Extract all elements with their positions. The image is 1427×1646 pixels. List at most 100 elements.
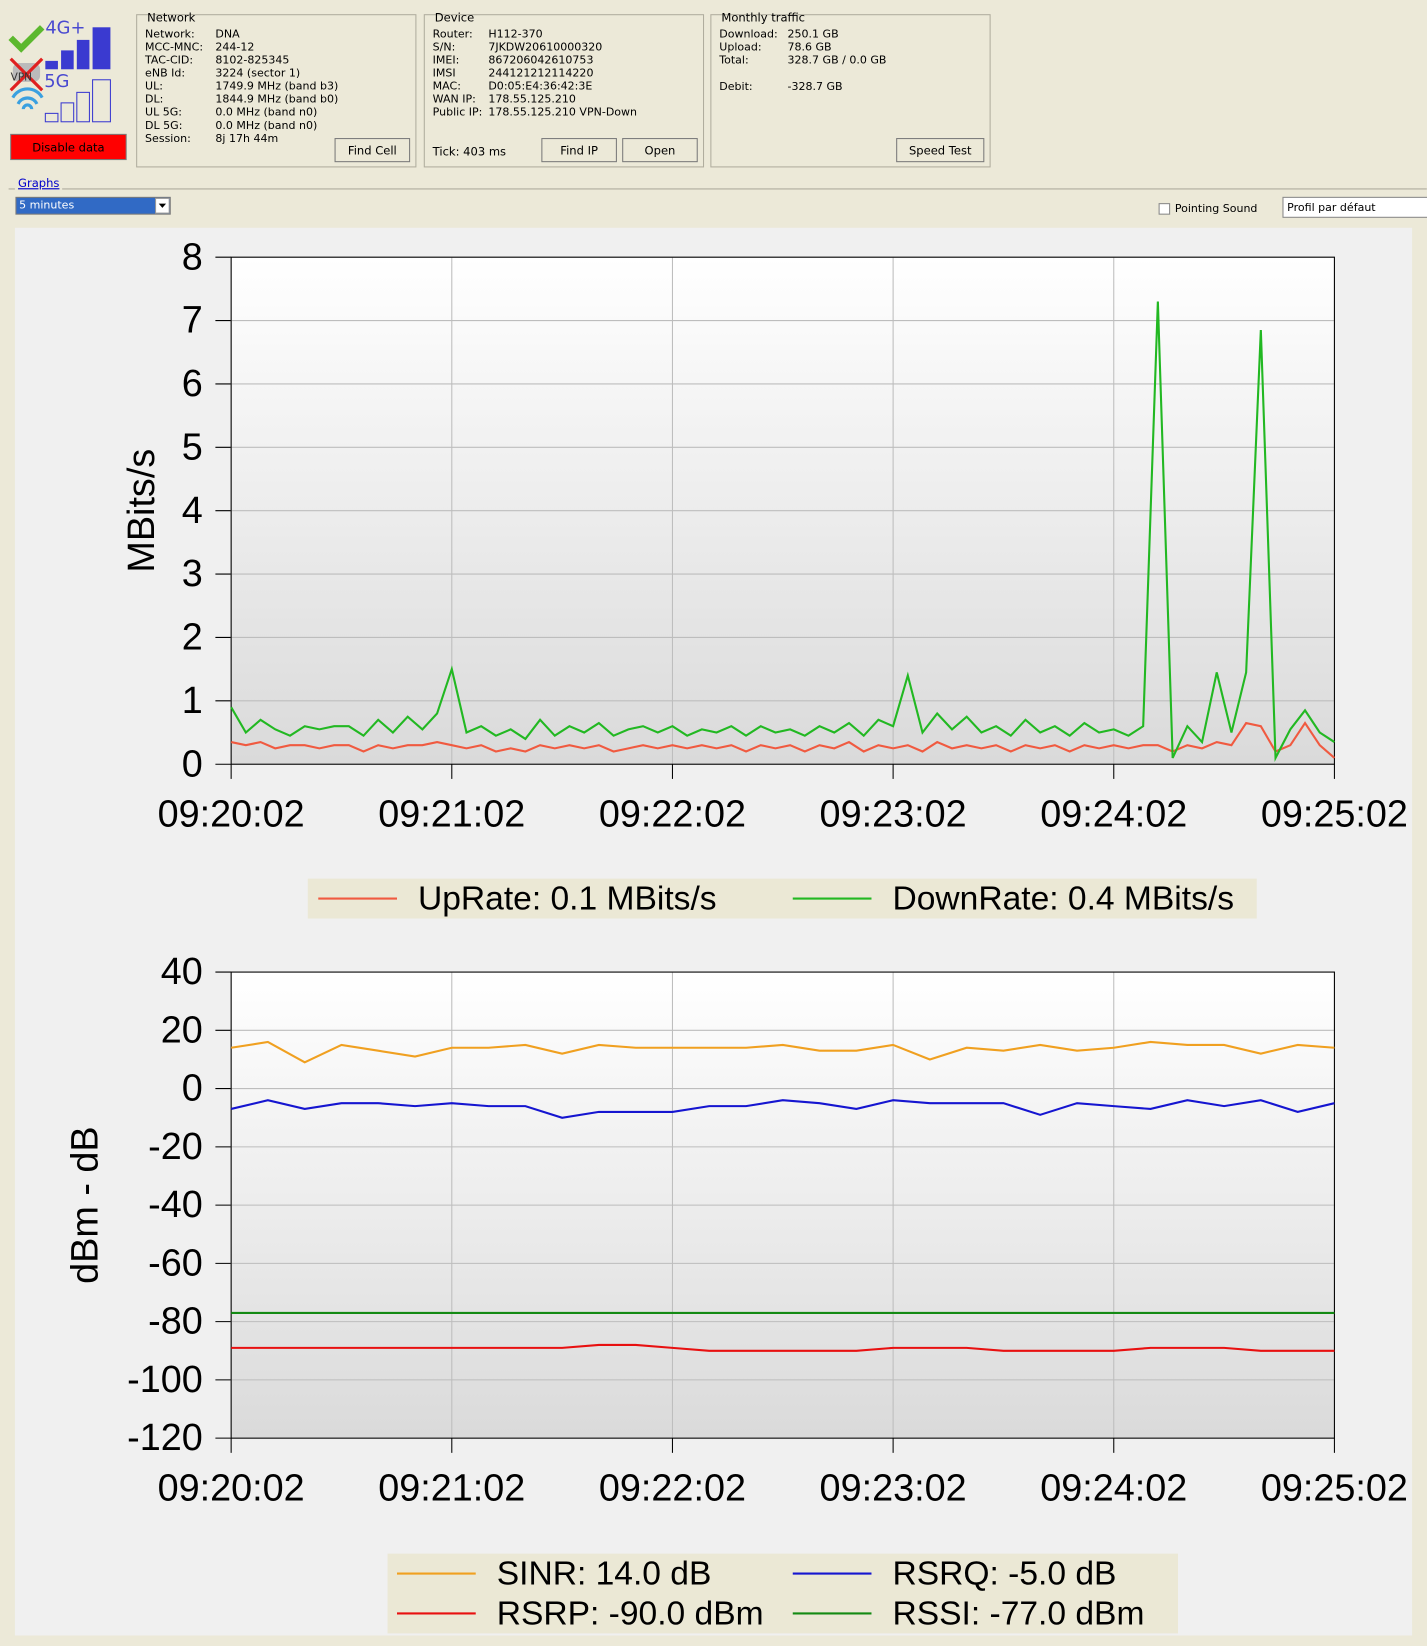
x-tick-label: 09:24:02 [1040, 794, 1187, 836]
y-axis-label: MBits/s [121, 449, 163, 573]
network-title: Network [147, 10, 195, 24]
y-tick-label: 4 [182, 490, 203, 532]
network-row-value: 0.0 MHz (band n0) [215, 106, 317, 119]
network-row-value: 3224 (sector 1) [215, 67, 300, 80]
device-row-label: Public IP: [433, 106, 483, 119]
traffic-row-value: 328.7 GB / 0.0 GB [788, 54, 887, 67]
network-row-label: Network: [145, 28, 195, 41]
device-row-label: IMSI [433, 67, 456, 80]
find-ip-button[interactable] [541, 138, 617, 163]
y-tick-label: -40 [148, 1184, 203, 1226]
disable-data-button-label: Disable data [32, 141, 104, 155]
x-tick-label: 09:21:02 [378, 794, 525, 836]
find-cell-button[interactable] [334, 138, 411, 163]
network-row-label: eNB Id: [145, 67, 185, 80]
y-tick-label: 3 [182, 553, 203, 595]
device-row-label: S/N: [433, 41, 456, 54]
x-tick-label: 09:24:02 [1040, 1468, 1187, 1510]
network-row-label: UL 5G: [145, 106, 182, 119]
legend-label: UpRate: 0.1 MBits/s [418, 881, 717, 918]
graphs-title-bg [14, 176, 63, 192]
device-row-value: 178.55.125.210 VPN-Down [488, 106, 637, 119]
x-tick-label: 09:25:02 [1261, 794, 1408, 836]
device-frame [423, 14, 705, 168]
period-select[interactable] [15, 196, 171, 215]
traffic-row-label: Download: [719, 28, 777, 41]
network-row-value: 8102-825345 [215, 54, 289, 67]
disable-data-button[interactable] [10, 133, 127, 161]
y-tick-label: -80 [148, 1301, 203, 1343]
network-row-label: Session: [145, 132, 191, 145]
device-row-value: 7JKDW20610000320 [488, 41, 602, 54]
legend-label: RSRP: -90.0 dBm [497, 1595, 764, 1632]
traffic-row-label: Total: [718, 54, 748, 67]
x-tick-label: 09:20:02 [158, 794, 305, 836]
period-select-arrow-icon [158, 203, 167, 208]
device-row-value: 244121212114220 [488, 67, 593, 80]
x-tick-label: 09:20:02 [158, 1468, 305, 1510]
find-ip-button-label: Find IP [560, 144, 598, 158]
device-title: Device [435, 10, 474, 24]
status-icons [8, 25, 111, 123]
network-row-label: DL: [145, 93, 163, 106]
data-line [231, 1343, 1335, 1352]
open-button[interactable] [622, 138, 698, 163]
y-tick-label: 20 [161, 1009, 203, 1051]
legend-box [307, 878, 1257, 919]
y-tick-label: 40 [161, 951, 203, 993]
graphs-title: Graphs [18, 176, 59, 190]
pointing-sound-label: Pointing Sound [1175, 202, 1258, 215]
y-tick-label: -60 [148, 1242, 203, 1284]
network-row-label: DL 5G: [145, 119, 182, 132]
pointing-sound-checkbox[interactable] [1158, 203, 1171, 215]
lte-label: 4G+ [45, 17, 85, 38]
find-cell-button-label: Find Cell [348, 144, 397, 158]
device-row-label: MAC: [433, 80, 461, 93]
speed-test-button-label: Speed Test [909, 144, 972, 158]
device-row-value: H112-370 [488, 28, 542, 41]
y-tick-label: 0 [182, 1068, 203, 1110]
data-line [230, 1040, 1335, 1064]
y-tick-label: 8 [182, 236, 203, 278]
device-row-value: 867206042610753 [488, 54, 593, 67]
y-tick-label: 2 [182, 617, 203, 659]
period-select-label: 5 minutes [19, 199, 74, 212]
x-tick-label: 09:23:02 [820, 1468, 967, 1510]
y-tick-label: 7 [182, 300, 203, 342]
open-button-label: Open [645, 144, 676, 158]
traffic-title: Monthly traffic [721, 10, 805, 24]
data-line [230, 721, 1336, 759]
legend-label: RSSI: -77.0 dBm [892, 1595, 1144, 1632]
legend-label: RSRQ: -5.0 dB [892, 1556, 1116, 1593]
network-row-value: 8j 17h 44m [215, 132, 278, 145]
y-tick-label: 6 [182, 363, 203, 405]
legend-box [387, 1553, 1179, 1634]
device-row-label: IMEI: [433, 54, 460, 67]
vpn-label: VPN [11, 72, 32, 84]
x-tick-label: 09:21:02 [378, 1468, 525, 1510]
device-row-label: WAN IP: [433, 93, 476, 106]
x-tick-label: 09:22:02 [599, 1468, 746, 1510]
tick-label: Tick: 403 ms [432, 145, 506, 159]
x-tick-label: 09:25:02 [1261, 1468, 1408, 1510]
traffic-row-value: 78.6 GB [788, 41, 832, 54]
network-row-value: DNA [215, 28, 240, 41]
y-tick-label: 1 [182, 680, 203, 722]
network-row-value: 0.0 MHz (band n0) [215, 119, 317, 132]
y-tick-label: -20 [148, 1126, 203, 1168]
network-row-value: 1749.9 MHz (band b3) [215, 80, 338, 93]
y-tick-label: -120 [127, 1417, 203, 1459]
y-tick-label: 5 [182, 426, 203, 468]
profile-input[interactable] [1282, 196, 1427, 218]
x-tick-label: 09:22:02 [599, 794, 746, 836]
network-frame [136, 14, 417, 168]
traffic-row-label: Upload: [719, 41, 761, 54]
debit-label: Debit: [719, 80, 752, 93]
traffic-frame [710, 14, 991, 168]
speed-test-button[interactable] [896, 138, 985, 163]
legend-label: SINR: 14.0 dB [497, 1556, 712, 1593]
network-row-value: 1844.9 MHz (band b0) [215, 93, 338, 106]
device-row-label: Router: [433, 28, 473, 41]
